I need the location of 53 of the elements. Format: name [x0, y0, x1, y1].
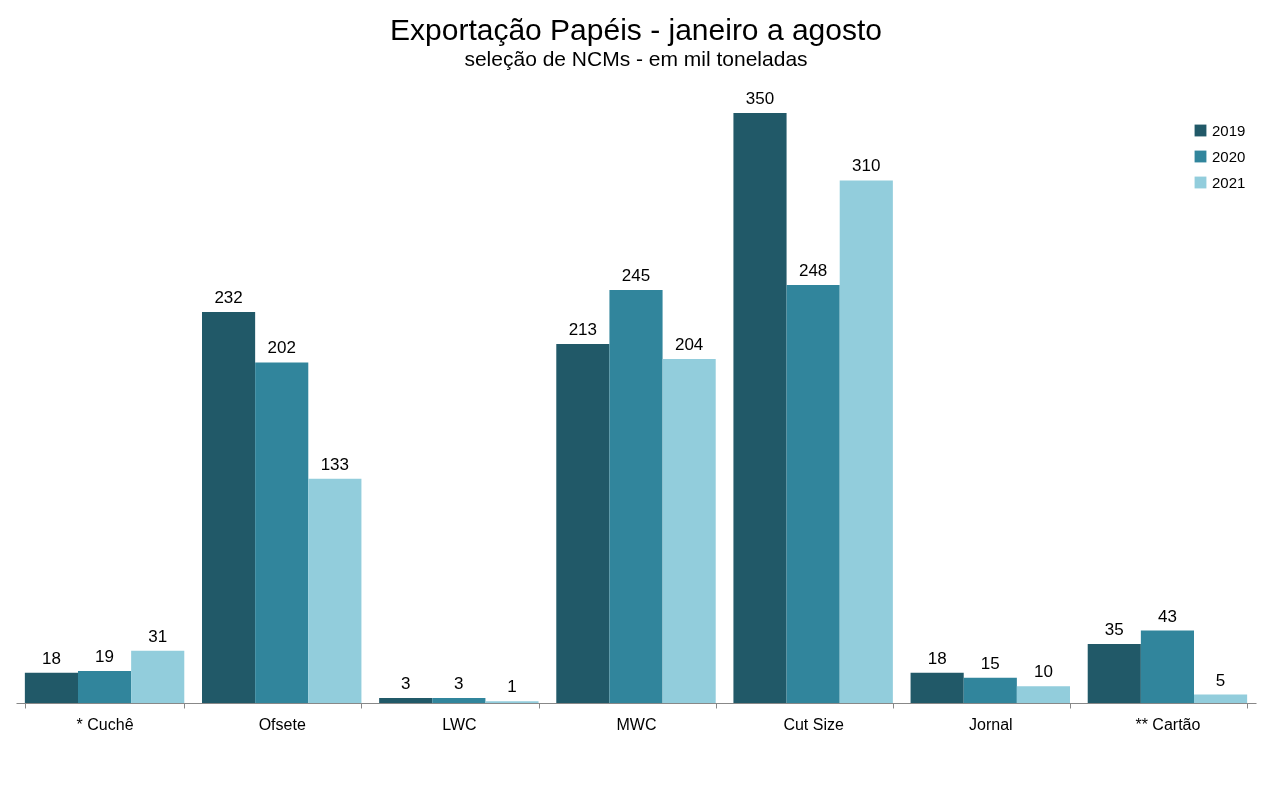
- bar: [131, 650, 185, 703]
- data-label: 18: [41, 648, 61, 668]
- bar: [1194, 694, 1248, 703]
- bar: [78, 670, 132, 703]
- x-tick-label: Cut Size: [783, 715, 844, 733]
- data-label: 213: [568, 319, 598, 339]
- x-tick-label: MWC: [616, 715, 657, 733]
- bar: [308, 478, 362, 703]
- data-label: 35: [1104, 620, 1124, 639]
- bar: [839, 180, 893, 703]
- bar: [910, 672, 964, 703]
- x-tick-label: Ofsete: [258, 715, 306, 733]
- bar: [255, 362, 309, 703]
- x-tick-label: LWC: [442, 715, 477, 733]
- bar: [733, 113, 787, 703]
- data-label: 43: [1157, 606, 1177, 626]
- bar: [1016, 686, 1070, 703]
- bar: [609, 290, 663, 703]
- chart-title: Exportação Papéis - janeiro a agosto: [390, 13, 882, 46]
- bar: [786, 284, 840, 703]
- bar: [379, 697, 433, 703]
- legend-label: 2020: [1212, 147, 1246, 165]
- x-tick-label: Jornal: [969, 715, 1013, 733]
- data-label: 1: [507, 677, 517, 697]
- data-label: 18: [927, 648, 947, 668]
- data-label: 248: [798, 260, 828, 280]
- data-label: 3: [454, 673, 464, 693]
- data-label: 10: [1033, 662, 1053, 682]
- bar: [1140, 630, 1194, 703]
- x-tick-label: * Cuchê: [76, 715, 134, 733]
- data-label: 310: [852, 156, 881, 176]
- bar: [1087, 644, 1141, 703]
- data-label: 204: [674, 335, 704, 355]
- data-label: 232: [214, 287, 243, 307]
- legend-label: 2019: [1212, 121, 1246, 139]
- legend-label: 2021: [1212, 173, 1246, 191]
- x-tick-label: ** Cartão: [1135, 715, 1201, 733]
- data-label: 15: [980, 653, 1000, 673]
- data-label: 3: [400, 673, 411, 693]
- bar: [662, 359, 716, 703]
- bar: [556, 343, 610, 703]
- bar: [963, 677, 1017, 703]
- data-label: 19: [95, 646, 115, 666]
- bar: [24, 672, 78, 703]
- data-label: 31: [148, 626, 168, 646]
- data-label: 5: [1215, 670, 1226, 690]
- data-label: 350: [745, 89, 775, 108]
- data-label: 202: [267, 338, 296, 358]
- bar: [432, 697, 486, 703]
- data-label: 133: [320, 454, 350, 474]
- chart-subtitle: seleção de NCMs - em mil toneladas: [464, 47, 808, 70]
- bar: [202, 311, 256, 703]
- data-label: 245: [621, 266, 651, 285]
